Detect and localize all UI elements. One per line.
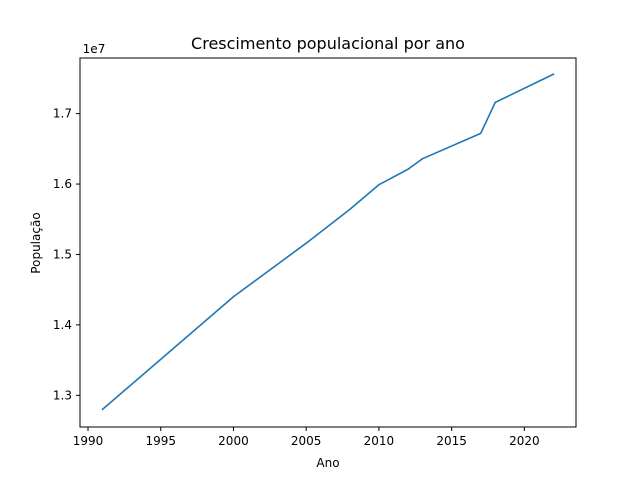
series-line	[101, 73, 555, 411]
y-axis-ticks: 1.3 1.4 1.5 1.6 1.7	[53, 107, 80, 402]
y-tick-label: 1.5	[53, 247, 72, 261]
plot-content	[101, 73, 555, 411]
x-tick-label: 1990	[73, 434, 104, 448]
chart-title: Crescimento populacional por ano	[191, 34, 465, 53]
x-tick-label: 2000	[218, 434, 249, 448]
x-tick-label: 2005	[291, 434, 322, 448]
x-tick-label: 1995	[145, 434, 176, 448]
y-tick-label: 1.3	[53, 388, 72, 402]
x-tick-label: 2010	[364, 434, 395, 448]
y-offset-label: 1e7	[83, 42, 106, 56]
y-tick-label: 1.7	[53, 107, 72, 121]
plot-frame	[79, 57, 577, 428]
x-axis-ticks: 1990 1995 2000 2005 2010 2015 2020	[73, 427, 540, 448]
x-axis-label: Ano	[316, 456, 339, 470]
x-tick-label: 2015	[436, 434, 467, 448]
x-tick-label: 2020	[509, 434, 540, 448]
y-tick-label: 1.6	[53, 177, 72, 191]
y-axis-label: População	[29, 212, 43, 273]
y-tick-label: 1.4	[53, 318, 72, 332]
